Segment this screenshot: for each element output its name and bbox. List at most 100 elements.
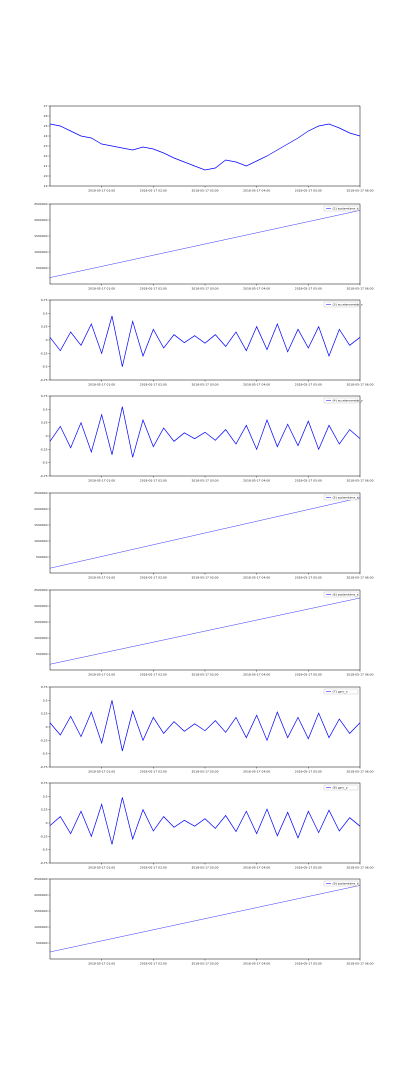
y-tick-label: 2000000 [34,218,47,222]
y-tick-label: -0.5 [42,365,48,369]
y-tick-label: 0.5 [43,794,48,798]
y-tick-label: -0.75 [40,474,48,478]
y-tick-label: 20 [44,174,48,178]
y-tick-label: 0.5 [43,311,48,315]
y-tick-label: 0 [46,725,48,729]
y-tick-label: 500000 [36,652,48,656]
series-line [49,406,361,458]
y-tick-label: 1000000 [34,250,47,254]
x-tick-label: 2018-05-17 02:00 [140,673,167,677]
x-tick-label: 2018-05-17 05:00 [295,770,322,774]
series-line [49,210,361,278]
x-tick-label: 2018-05-17 05:00 [295,189,322,193]
x-tick-label: 2018-05-17 05:00 [295,287,322,291]
x-tick-label: 2018-05-17 05:00 [295,673,322,677]
x-tick-label: 2018-05-17 02:00 [140,962,167,966]
x-tick-label: 2018-05-17 03:00 [191,770,218,774]
x-tick-label: 2018-05-17 04:00 [243,673,270,677]
y-tick-label: 2000000 [34,893,47,897]
series-line [49,315,361,367]
x-tick-label: 2018-05-17 02:00 [140,287,167,291]
y-tick-label: 0.25 [41,712,48,716]
y-tick-label: -0.25 [40,738,48,742]
y-tick-label: 23 [44,144,48,148]
y-tick-label: 0.5 [43,407,48,411]
y-tick-label: 0 [46,434,48,438]
x-tick-label: 2018-05-17 05:00 [295,383,322,387]
plot-frame [49,782,361,864]
legend-box [323,205,359,212]
x-tick-label: 2018-05-17 02:00 [140,383,167,387]
x-tick-label: 2018-05-17 06:00 [346,287,373,291]
y-tick-label: 21 [44,164,48,168]
y-tick-label: -0.75 [40,378,48,382]
y-tick-label: -0.75 [40,765,48,769]
y-tick-label: 0.25 [41,808,48,812]
x-tick-label: 2018-05-17 03:00 [191,479,218,483]
plot-frame [49,299,361,381]
y-tick-label: 1000000 [34,925,47,929]
x-tick-label: 2018-05-17 01:00 [88,962,115,966]
x-tick-label: 2018-05-17 05:00 [295,479,322,483]
x-tick-label: 2018-05-17 04:00 [243,383,270,387]
x-tick-label: 2018-05-17 02:00 [140,189,167,193]
y-tick-label: -0.25 [40,447,48,451]
x-tick-label: 2018-05-17 06:00 [346,962,373,966]
legend-box [323,397,359,404]
y-tick-label: 24 [44,134,48,138]
x-tick-label: 2018-05-17 03:00 [191,383,218,387]
x-tick-label: 2018-05-17 02:00 [140,479,167,483]
x-tick-label: 2018-05-17 03:00 [191,189,218,193]
y-tick-label: 2500000 [34,588,47,592]
y-tick-label: 500000 [36,941,48,945]
y-tick-label: 500000 [36,555,48,559]
y-tick-label: 0.5 [43,698,48,702]
legend-label: (7) gyro_x [333,690,348,694]
y-tick-label: 0.75 [41,298,48,302]
x-tick-label: 2018-05-17 01:00 [88,673,115,677]
y-tick-label: -0.5 [42,461,48,465]
legend-label: (2) systemtime_s [333,207,359,211]
x-tick-label: 2018-05-17 01:00 [88,770,115,774]
x-tick-label: 2018-05-17 03:00 [191,673,218,677]
plot-frame [49,589,361,671]
x-tick-label: 2018-05-17 05:00 [295,962,322,966]
x-tick-label: 2018-05-17 01:00 [88,189,115,193]
y-tick-label: 26 [44,114,48,118]
x-tick-label: 2018-05-17 01:00 [88,479,115,483]
y-tick-label: 22 [44,154,48,158]
y-tick-label: -0.25 [40,834,48,838]
y-tick-label: 0.75 [41,685,48,689]
series-line [49,700,361,752]
x-tick-label: 2018-05-17 01:00 [88,866,115,870]
y-tick-label: 2500000 [34,877,47,881]
x-tick-label: 2018-05-17 06:00 [346,383,373,387]
x-tick-label: 2018-05-17 05:00 [295,866,322,870]
plot-frame [49,105,361,187]
x-tick-label: 2018-05-17 02:00 [140,866,167,870]
y-tick-label: 0.25 [41,325,48,329]
x-tick-label: 2018-05-17 01:00 [88,576,115,580]
x-tick-label: 2018-05-17 06:00 [346,576,373,580]
y-tick-label: 25 [44,124,48,128]
y-tick-label: 0.25 [41,421,48,425]
x-tick-label: 2018-05-17 01:00 [88,383,115,387]
legend-box [323,494,359,501]
x-tick-label: 2018-05-17 05:00 [295,576,322,580]
x-tick-label: 2018-05-17 06:00 [346,673,373,677]
x-tick-label: 2018-05-17 03:00 [191,866,218,870]
legend-box [323,880,359,887]
y-tick-label: 1000000 [34,539,47,543]
x-tick-label: 2018-05-17 03:00 [191,576,218,580]
legend-label: (9) systemtime_s [333,882,359,886]
x-tick-label: 2018-05-17 01:00 [88,287,115,291]
y-tick-label: -0.25 [40,351,48,355]
y-tick-label: 1500000 [34,523,47,527]
legend-label: (8) gyro_y [333,786,348,790]
legend-label: (3) accelerometer_x [333,303,363,307]
x-tick-label: 2018-05-17 02:00 [140,770,167,774]
y-tick-label: 2000000 [34,507,47,511]
y-tick-label: 0 [46,338,48,342]
